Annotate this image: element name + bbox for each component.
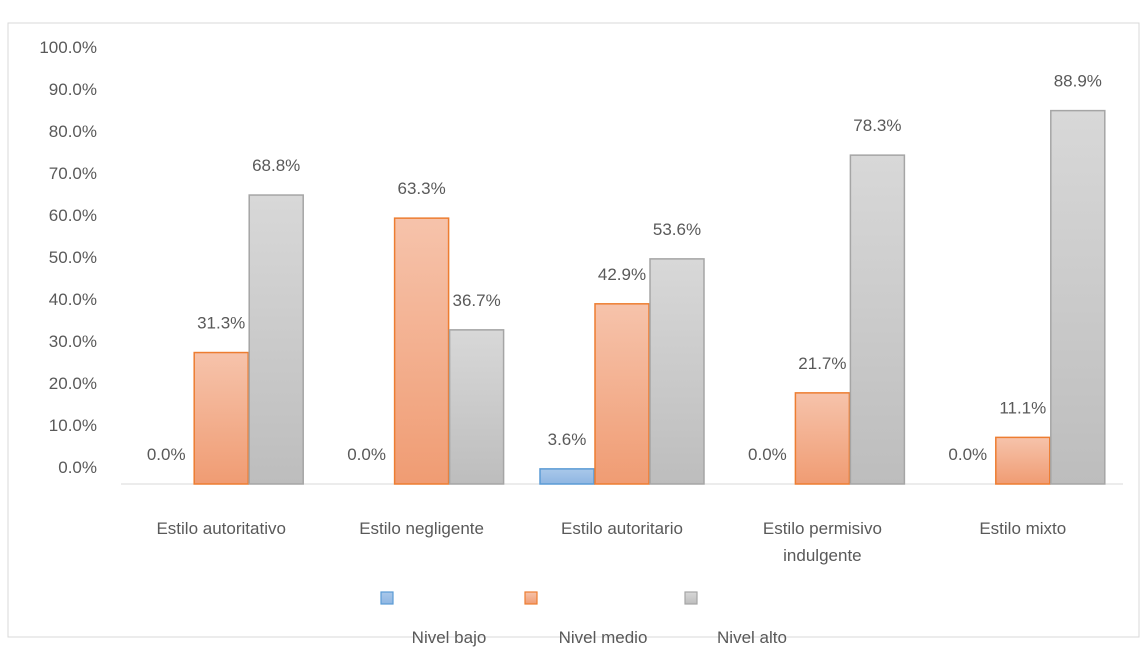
legend-marker (380, 591, 394, 605)
bar (1050, 109, 1106, 485)
legend-label: Nivel medio (559, 628, 648, 647)
data-label: 0.0% (948, 445, 987, 464)
x-category-label: Estilo mixto (979, 519, 1066, 538)
x-axis-labels: Estilo autoritativo Estilo negligente Esti… (156, 519, 1066, 565)
legend-label: Nivel alto (717, 628, 787, 647)
bar (594, 303, 650, 485)
data-label: 0.0% (147, 445, 186, 464)
bar (539, 468, 595, 485)
data-label: 36.7% (452, 291, 500, 310)
x-category-label: Estilo autoritario (561, 519, 683, 538)
data-label: 63.3% (397, 179, 445, 198)
data-label: 0.0% (748, 445, 787, 464)
legend-label: Nivel bajo (412, 628, 487, 647)
y-tick-label: 0.0% (58, 458, 97, 477)
y-tick-label: 50.0% (49, 248, 97, 267)
y-tick-label: 20.0% (49, 374, 97, 393)
y-tick-label: 40.0% (49, 290, 97, 309)
bar (794, 392, 851, 485)
data-label: 53.6% (653, 220, 701, 239)
legend-marker (684, 591, 698, 605)
data-label: 42.9% (598, 265, 646, 284)
chart-border (7, 22, 1140, 638)
legend-marker (524, 591, 538, 605)
x-category-label: Estilo permisivo indulgente (763, 519, 882, 565)
data-label: 0.0% (347, 445, 386, 464)
data-labels: 0.0% 31.3% 68.8% 0.0% 63.3% 36.7% 3.6% 42.9% 53.… (147, 72, 1102, 464)
data-label: 11.1% (999, 398, 1046, 417)
y-tick-label: 80.0% (49, 122, 97, 141)
data-label: 31.3% (197, 314, 245, 333)
y-axis-ticks: 0.0% 10.0% 20.0% 30.0% 40.0% 50.0% 60.0% 70.0% 8… (39, 38, 97, 477)
bar (849, 154, 906, 485)
data-label: 3.6% (548, 430, 587, 449)
legend: Nivel bajo Nivel medio Nivel alto (380, 591, 787, 647)
bar (393, 217, 450, 485)
bar (193, 351, 249, 485)
y-tick-label: 60.0% (49, 206, 97, 225)
data-label: 21.7% (798, 354, 846, 373)
bar (649, 258, 705, 485)
y-tick-label: 90.0% (49, 80, 97, 99)
data-label: 88.9% (1054, 72, 1102, 91)
bar (448, 329, 505, 485)
data-label: 68.8% (252, 156, 300, 175)
bars (193, 109, 1106, 485)
y-tick-label: 70.0% (49, 164, 97, 183)
bar (248, 194, 304, 485)
y-tick-label: 30.0% (49, 332, 97, 351)
x-category-label: Estilo autoritativo (156, 519, 285, 538)
x-category-label: Estilo negligente (359, 519, 484, 538)
y-tick-label: 10.0% (49, 416, 97, 435)
y-tick-label: 100.0% (39, 38, 97, 57)
bar (995, 436, 1051, 485)
data-label: 78.3% (853, 116, 901, 135)
